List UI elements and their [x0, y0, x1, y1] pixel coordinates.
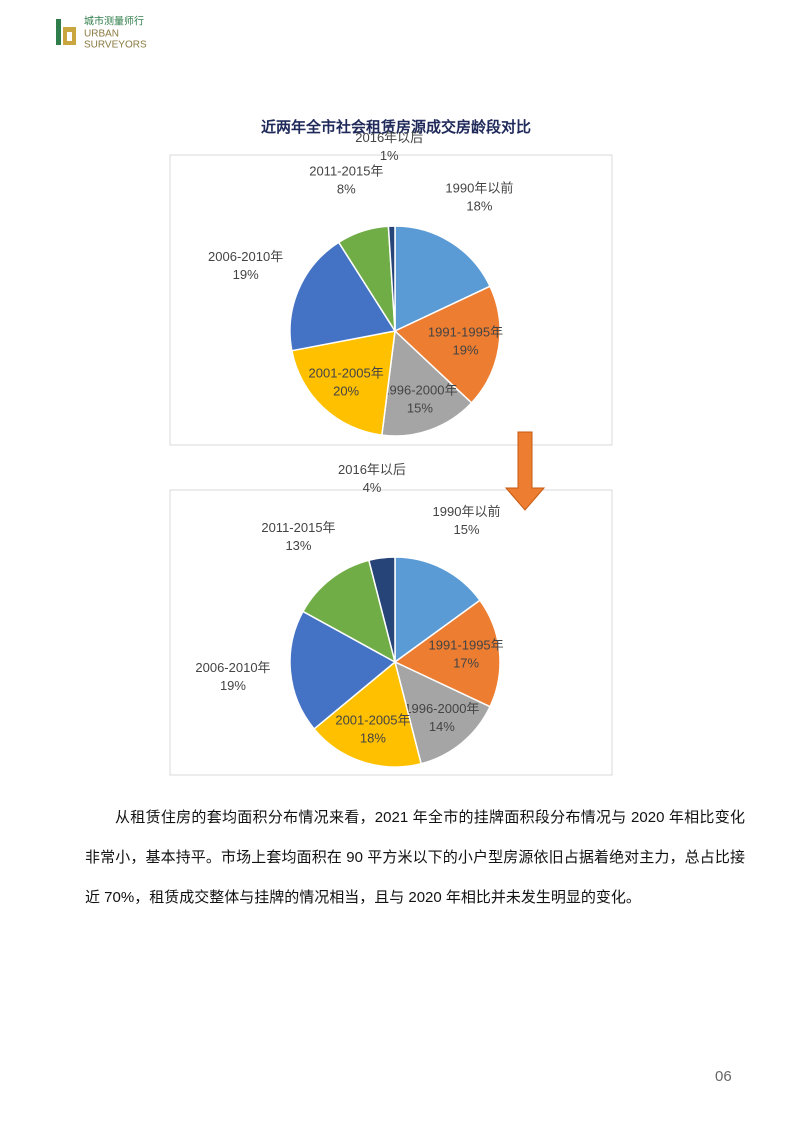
pie-slice — [313, 660, 423, 768]
slice-value-label: 13% — [285, 538, 311, 553]
pie-slice — [301, 559, 397, 664]
chart-title: 近两年全市社会租赁房源成交房龄段对比 — [261, 118, 531, 136]
slice-category: 2006-2010年 — [208, 249, 283, 264]
pie-slice — [393, 285, 501, 404]
logo — [56, 19, 76, 45]
chart-frame — [169, 489, 613, 776]
paragraph: 从租赁住房的套均面积分布情况来看，2021 年全市的挂牌面积段分布情况与 202… — [85, 809, 745, 906]
pie-slice — [393, 660, 492, 765]
pie-slice — [289, 610, 397, 730]
logo-cn: 城市测量师行 — [84, 15, 144, 28]
page-number: 06 — [715, 1068, 732, 1085]
chart-frame — [169, 154, 613, 446]
arrow — [504, 431, 546, 511]
pie-slice — [387, 225, 396, 332]
slice-value-label: 4% — [363, 480, 382, 495]
slice-category: 1991-1995年 — [428, 325, 503, 340]
slice-value-label: 8% — [337, 182, 356, 197]
pie-slice — [394, 556, 481, 664]
slice-category: 2016年以后 — [355, 130, 423, 145]
slice-category: 2011-2015年 — [309, 164, 383, 179]
slice-value-label: 19% — [233, 267, 259, 282]
slice-category: 2011-2015年 — [261, 520, 335, 535]
pie-slice — [289, 241, 397, 352]
slice-value-label: 20% — [333, 383, 359, 398]
slice-value-label: 14% — [429, 719, 455, 734]
slice-value-label: 15% — [407, 401, 433, 416]
slice-category: 2016年以后 — [338, 462, 406, 477]
slice-category: 1990年以前 — [433, 504, 501, 519]
slice-value-label: 15% — [453, 522, 479, 537]
pie-slice — [394, 225, 492, 333]
pie-slice — [367, 556, 396, 663]
pie-slice — [290, 330, 396, 437]
slice-value-label: 19% — [453, 343, 479, 358]
slice-value-label: 19% — [220, 678, 246, 693]
slice-category: 1991-1995年 — [428, 638, 503, 653]
slice-value-label: 1% — [380, 148, 399, 163]
logo-en: SURVEYORS — [84, 40, 147, 51]
slice-category: 2006-2010年 — [195, 660, 270, 675]
logo-en: URBAN — [84, 29, 119, 40]
pie-slice — [393, 599, 501, 708]
slice-value-label: 18% — [466, 198, 492, 213]
slice-value-label: 17% — [453, 656, 479, 671]
slice-category: 1990年以前 — [445, 180, 513, 195]
slice-category: 1996-2000年 — [404, 701, 479, 716]
graphics: 城市测量师行 URBAN SURVEYORS 近两年全市社会租赁房源成交房龄段对… — [56, 15, 613, 776]
slice-category: 2001-2005年 — [335, 712, 410, 727]
slice-value-label: 18% — [360, 730, 386, 745]
slice-category: 1996-2000年 — [382, 383, 457, 398]
slice-category: 2001-2005年 — [309, 365, 384, 380]
pie-slice — [381, 329, 473, 437]
